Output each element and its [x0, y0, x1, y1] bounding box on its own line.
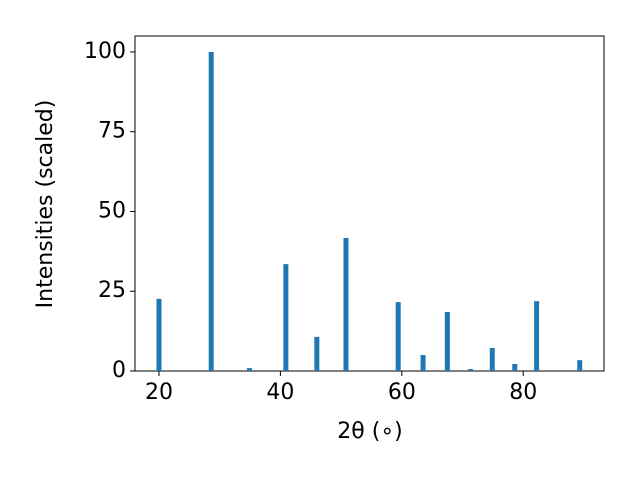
bar [246, 368, 252, 371]
y-tick-label: 100 [84, 39, 126, 64]
bar [395, 302, 401, 371]
bar [512, 363, 518, 371]
x-tick-label: 20 [145, 380, 173, 405]
y-axis-label: Intensities (scaled) [33, 100, 58, 309]
bar [343, 237, 349, 371]
bar [283, 264, 289, 371]
bar [467, 369, 473, 371]
bar [444, 311, 450, 371]
bar [577, 360, 583, 371]
bar [420, 355, 426, 371]
y-tick-label: 25 [98, 278, 126, 303]
bar [314, 336, 320, 371]
bar [489, 348, 495, 371]
bar [208, 51, 214, 371]
x-tick-label: 80 [509, 380, 537, 405]
y-tick-label: 0 [112, 358, 126, 383]
bar [534, 301, 540, 371]
bar [156, 298, 162, 371]
y-tick-label: 75 [98, 119, 126, 144]
x-tick-label: 60 [388, 380, 416, 405]
plot-frame [134, 35, 605, 372]
x-tick-label: 40 [266, 380, 294, 405]
x-axis-label: 2θ (∘) [337, 419, 402, 444]
y-tick-label: 50 [98, 198, 126, 223]
